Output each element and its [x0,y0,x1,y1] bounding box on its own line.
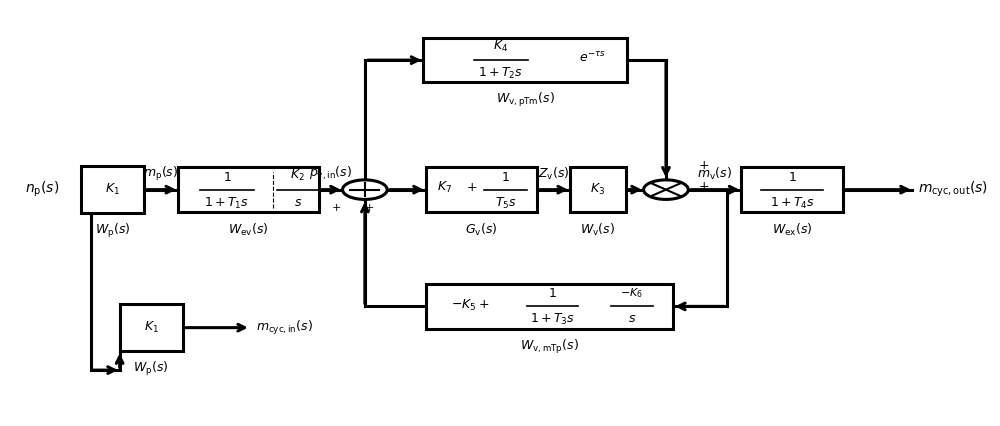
Text: $1$: $1$ [548,288,557,300]
Text: $K_4$: $K_4$ [493,39,508,54]
Bar [423,38,627,83]
Circle shape [343,180,387,199]
Text: $p_{\rm v,in}(s)$: $p_{\rm v,in}(s)$ [309,165,352,182]
Text: $1+T_4s$: $1+T_4s$ [770,196,815,211]
Text: $1$: $1$ [501,171,510,184]
Bar [426,284,673,329]
Text: $1+T_1s$: $1+T_1s$ [204,196,250,211]
Text: $K_1$: $K_1$ [144,320,159,335]
Text: $W_{\rm p}(s)$: $W_{\rm p}(s)$ [133,360,169,378]
Bar [741,167,843,212]
Text: $+$: $+$ [466,181,477,194]
Text: $Z_{\rm v}(s)$: $Z_{\rm v}(s)$ [538,165,569,181]
Text: $W_{\rm ex}(s)$: $W_{\rm ex}(s)$ [772,222,812,238]
Text: $K_1$: $K_1$ [105,182,120,197]
Text: $K_3$: $K_3$ [590,182,606,197]
Bar [570,167,626,212]
Text: $T_5s$: $T_5s$ [495,196,517,211]
Text: $+$: $+$ [331,202,341,213]
Bar [81,166,144,213]
Bar [426,167,537,212]
Text: $1+T_3s$: $1+T_3s$ [530,312,575,328]
Text: $s$: $s$ [628,312,636,325]
Text: $K_7$: $K_7$ [437,180,452,195]
Text: $m_{\rm cyc,out}(s)$: $m_{\rm cyc,out}(s)$ [918,180,989,199]
Text: $1+T_2s$: $1+T_2s$ [478,66,523,81]
Text: $-K_6$: $-K_6$ [620,287,643,300]
Bar [178,167,319,212]
Text: $m_{\rm v}(s)$: $m_{\rm v}(s)$ [697,165,732,181]
Text: $K_2$: $K_2$ [290,168,305,183]
Text: $-K_5 +$: $-K_5 +$ [451,298,489,313]
Text: $1$: $1$ [223,171,231,184]
Text: $+$: $+$ [698,180,709,193]
Text: $m_{\rm p}(s)$: $m_{\rm p}(s)$ [143,164,179,182]
Text: $G_{\rm v}(s)$: $G_{\rm v}(s)$ [465,222,498,238]
Text: $s$: $s$ [294,196,302,209]
Bar [120,304,183,351]
Text: $m_{\rm cyc,in}(s)$: $m_{\rm cyc,in}(s)$ [256,319,313,337]
Text: $W_{\rm ev}(s)$: $W_{\rm ev}(s)$ [228,222,269,238]
Circle shape [644,180,688,199]
Text: $+$: $+$ [364,202,374,213]
Text: $+$: $+$ [698,158,709,172]
Text: $1$: $1$ [788,171,797,184]
Text: $W_{\rm v,pTm}(s)$: $W_{\rm v,pTm}(s)$ [496,91,555,109]
Text: $W_{\rm v,mTp}(s)$: $W_{\rm v,mTp}(s)$ [520,337,579,356]
Text: $W_{\rm v}(s)$: $W_{\rm v}(s)$ [580,222,616,238]
Text: $n_{\rm p}(s)$: $n_{\rm p}(s)$ [25,180,59,199]
Text: $e^{-\tau s}$: $e^{-\tau s}$ [579,51,607,65]
Text: $W_{\rm p}(s)$: $W_{\rm p}(s)$ [95,222,130,240]
